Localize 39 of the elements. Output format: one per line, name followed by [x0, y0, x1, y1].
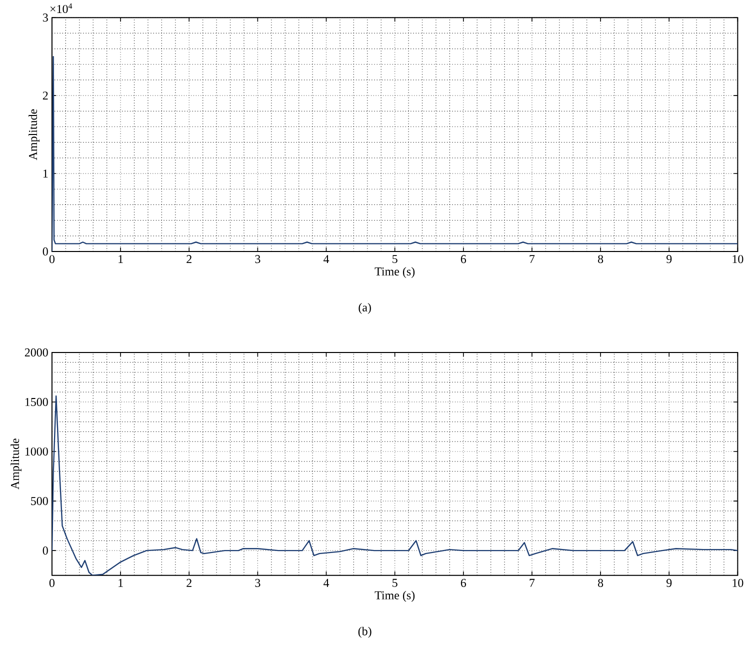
text: ×10$^{4}$: [50, 3, 72, 13]
y-axis-title: Amplitude: [10, 438, 22, 490]
line-series: [52, 56, 738, 252]
x-tick-label: 9: [666, 254, 672, 263]
x-tick-label: 2: [186, 578, 192, 587]
x-tick-label: 7: [530, 254, 535, 263]
x-tick-label: 2: [186, 254, 192, 263]
text: (b): [358, 626, 372, 638]
x-tick-label: 5: [392, 254, 398, 263]
y-tick-label: 2000: [24, 348, 48, 356]
x-tick-label: 5: [392, 578, 398, 587]
y-tick-label: 1000: [25, 447, 48, 456]
y-tick-label: 1500: [25, 398, 48, 406]
x-axis-title: Time (s): [374, 590, 415, 602]
x-tick-label: 0: [49, 578, 55, 587]
x-tick-label: 1: [118, 254, 123, 263]
y-tick-label: 0: [42, 247, 48, 256]
y-tick-label: 3: [42, 13, 48, 22]
x-tick-label: 10: [732, 254, 744, 263]
x-tick-label: 6: [460, 254, 466, 263]
x-tick-label: 3: [255, 254, 260, 263]
x-axis-title: Time (s): [374, 266, 415, 278]
x-tick-label: 0: [49, 254, 55, 263]
x-tick-label: 8: [598, 254, 604, 263]
x-tick-label: 4: [323, 254, 330, 263]
x-tick-label: 1: [118, 578, 123, 587]
x-tick-label: 10: [732, 578, 744, 587]
x-tick-label: 9: [666, 578, 672, 587]
x-tick-label: 7: [530, 578, 535, 587]
x-tick-label: 6: [460, 578, 466, 587]
x-tick-label: 4: [323, 578, 330, 587]
y-tick-label: 500: [31, 496, 48, 505]
x-tick-label: 8: [598, 578, 604, 587]
x-tick-label: 3: [255, 578, 260, 587]
text: (a): [358, 302, 371, 314]
y-tick-label: 1: [43, 169, 48, 178]
y-tick-label: 2: [42, 91, 48, 100]
y-tick-label: 0: [42, 546, 48, 554]
y-axis-title: Amplitude: [28, 109, 40, 160]
